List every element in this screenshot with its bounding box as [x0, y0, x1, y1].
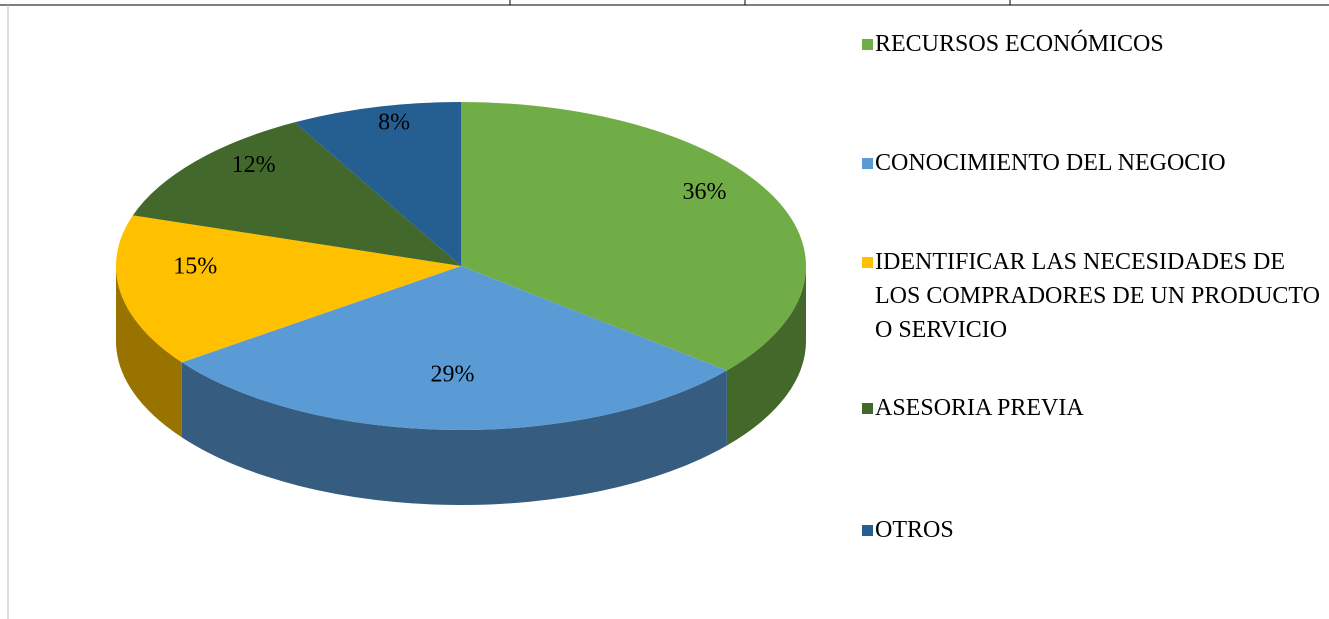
pie-side-shade [726, 266, 806, 446]
legend-swatch [862, 257, 873, 268]
legend-swatch [862, 158, 873, 169]
legend-item: RECURSOS ECONÓMICOS [862, 27, 1322, 61]
pie-slice [461, 102, 806, 371]
legend-label: OTROS [875, 517, 954, 543]
legend-item: ASESORIA PREVIA [862, 391, 1322, 425]
legend-label: RECURSOS ECONÓMICOS [875, 31, 1164, 57]
legend-item: OTROS [862, 513, 1322, 547]
legend-label: CONOCIMIENTO DEL NEGOCIO [875, 150, 1226, 176]
pie-slice [294, 102, 461, 266]
pie-side [726, 266, 806, 446]
legend-swatch [862, 403, 873, 414]
legend-item: CONOCIMIENTO DEL NEGOCIO [862, 146, 1322, 180]
pie-side-shade [181, 362, 727, 506]
pie-side [116, 266, 182, 438]
legend-label: IDENTIFICAR LAS NECESIDADES DE LOS COMPR… [875, 249, 1320, 343]
data-label: 15% [173, 254, 217, 280]
pie-slice [181, 266, 727, 430]
pie-side-shade [116, 266, 182, 438]
pie-slice [132, 122, 461, 266]
data-label: 36% [682, 179, 726, 205]
legend-item: IDENTIFICAR LAS NECESIDADES DE LOS COMPR… [862, 245, 1322, 347]
data-label: 29% [431, 361, 475, 387]
legend-label: ASESORIA PREVIA [875, 395, 1084, 421]
pie-slice [115, 215, 461, 363]
data-label: 12% [232, 152, 276, 178]
data-label: 8% [378, 110, 410, 136]
pie-side [181, 362, 727, 506]
legend-swatch [862, 39, 873, 50]
legend-swatch [862, 525, 873, 536]
